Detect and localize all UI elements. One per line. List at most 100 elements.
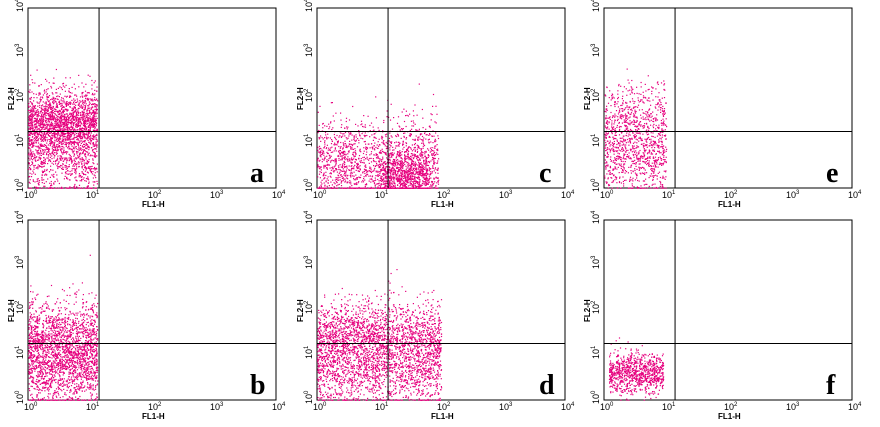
data-point — [78, 117, 80, 119]
data-point — [59, 86, 61, 88]
data-point — [53, 77, 55, 79]
data-point — [30, 151, 32, 153]
data-point — [62, 385, 64, 387]
data-point — [79, 348, 81, 350]
data-point — [34, 331, 36, 333]
data-point — [41, 182, 43, 184]
data-point — [51, 110, 53, 113]
data-point — [82, 354, 84, 356]
data-point — [42, 149, 44, 151]
data-point — [32, 378, 34, 380]
data-point — [88, 125, 90, 127]
data-point — [45, 107, 47, 110]
data-point — [69, 329, 72, 331]
data-point — [93, 123, 95, 125]
data-point — [85, 101, 87, 103]
data-point — [93, 82, 95, 84]
data-point — [40, 138, 42, 140]
data-point — [29, 134, 31, 137]
data-point — [77, 139, 79, 141]
data-point — [29, 175, 31, 178]
data-point — [81, 328, 83, 330]
data-point — [69, 186, 71, 188]
data-point — [97, 302, 99, 305]
data-point — [62, 187, 64, 189]
data-point — [91, 154, 93, 156]
data-point — [30, 149, 32, 151]
data-point — [77, 121, 79, 123]
data-point — [87, 74, 89, 76]
data-point — [54, 129, 56, 131]
data-point — [41, 161, 43, 163]
data-point — [84, 136, 86, 138]
data-point — [79, 117, 81, 119]
data-point — [92, 171, 94, 173]
data-point — [29, 357, 32, 359]
data-point — [63, 399, 66, 401]
data-point — [45, 373, 47, 375]
data-point — [53, 322, 55, 324]
data-point — [41, 389, 43, 391]
data-point — [39, 129, 41, 131]
data-point — [81, 384, 83, 386]
data-point — [37, 362, 39, 364]
data-point — [49, 113, 51, 115]
data-point — [65, 133, 67, 135]
data-point — [78, 124, 80, 127]
data-point — [44, 375, 46, 377]
data-point — [95, 364, 97, 366]
data-point — [63, 333, 65, 335]
data-point — [67, 120, 69, 122]
data-point — [80, 381, 82, 383]
data-point — [52, 100, 54, 102]
data-point — [65, 354, 67, 356]
data-point — [49, 154, 51, 156]
data-point — [54, 145, 56, 147]
data-point — [54, 146, 56, 149]
data-point — [55, 352, 57, 355]
data-point — [51, 309, 53, 311]
data-point — [42, 122, 44, 124]
data-point — [42, 101, 44, 103]
data-point — [87, 122, 89, 124]
data-point — [70, 157, 72, 159]
data-point — [77, 332, 79, 334]
data-point — [28, 110, 30, 112]
data-point — [43, 334, 45, 336]
data-point — [52, 118, 54, 120]
data-point — [44, 128, 46, 130]
data-point — [85, 128, 88, 131]
data-point — [95, 99, 97, 101]
data-point — [75, 176, 77, 178]
data-point — [87, 99, 89, 101]
data-point — [44, 349, 46, 351]
data-point — [95, 370, 97, 372]
data-point — [69, 365, 71, 368]
data-point — [47, 339, 49, 341]
data-point — [66, 366, 68, 368]
data-point — [43, 108, 45, 110]
data-point — [35, 123, 37, 125]
data-point — [70, 118, 72, 120]
data-point — [67, 170, 69, 172]
data-point — [38, 147, 40, 149]
data-point — [62, 130, 64, 132]
data-point — [86, 99, 89, 101]
data-point — [47, 148, 49, 150]
data-point — [59, 138, 61, 140]
data-point — [82, 325, 84, 327]
data-point — [38, 115, 40, 117]
data-point — [81, 117, 83, 119]
data-point — [43, 336, 45, 338]
data-point — [92, 143, 95, 145]
data-point — [57, 307, 60, 309]
data-point — [50, 140, 52, 142]
data-point — [52, 322, 54, 324]
data-point — [41, 144, 43, 146]
data-point — [86, 345, 88, 347]
data-point — [81, 382, 84, 384]
data-point — [77, 116, 79, 118]
data-point — [68, 90, 70, 92]
data-point — [35, 127, 37, 129]
data-point — [62, 111, 64, 113]
